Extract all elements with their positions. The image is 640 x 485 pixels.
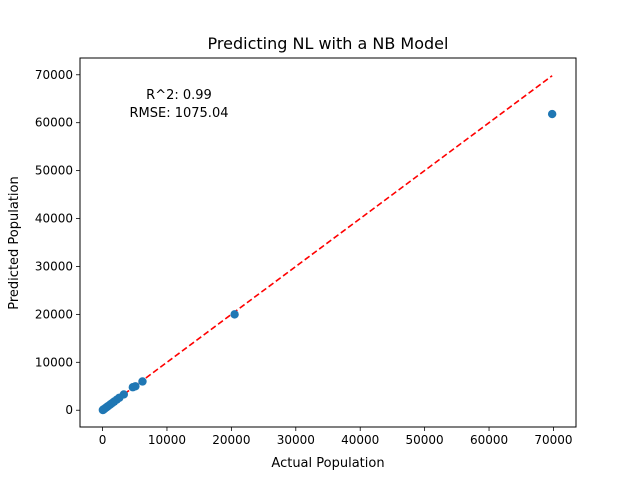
rmse-annotation: RMSE: 1075.04 [130, 106, 229, 121]
data-point-17 [98, 405, 108, 415]
y-tick-label-20000: 20000 [35, 307, 73, 321]
y-tick-label-40000: 40000 [35, 212, 73, 226]
x-tick-label-70000: 70000 [534, 433, 572, 447]
x-axis-label: Actual Population [271, 456, 384, 471]
data-point-2 [138, 377, 147, 386]
reference-line [102, 75, 553, 411]
plot-frame [79, 57, 577, 428]
x-tick-label-40000: 40000 [341, 433, 379, 447]
data-point-4 [128, 383, 138, 392]
chart-title: Predicting NL with a NB Model [208, 34, 449, 53]
data-point-0 [547, 109, 557, 119]
y-tick-label-50000: 50000 [35, 164, 73, 178]
y-tick-label-70000: 70000 [35, 68, 73, 82]
y-tick-label-60000: 60000 [35, 116, 73, 130]
x-tick-label-60000: 60000 [470, 433, 508, 447]
y-tick-label-10000: 10000 [35, 355, 73, 369]
x-tick-label-0: 0 [99, 433, 107, 447]
data-point-1 [230, 310, 239, 319]
x-tick-label-50000: 50000 [406, 433, 444, 447]
x-tick-label-30000: 30000 [277, 433, 315, 447]
y-tick-label-0: 0 [65, 403, 73, 417]
y-axis-label: Predicted Population [7, 176, 22, 309]
x-tick-label-10000: 10000 [148, 433, 186, 447]
r-squared-annotation: R^2: 0.99 [146, 88, 212, 103]
y-tick-label-30000: 30000 [35, 259, 73, 273]
x-tick-label-20000: 20000 [212, 433, 250, 447]
